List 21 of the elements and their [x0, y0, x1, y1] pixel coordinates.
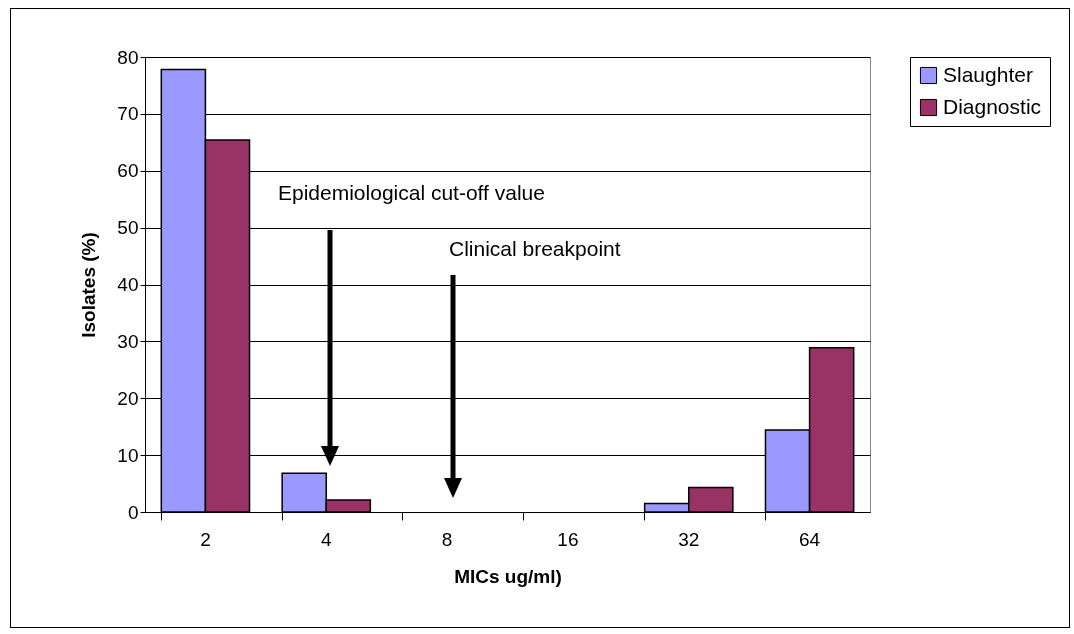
y-tick-label: 80	[117, 46, 139, 68]
x-tick-label: 16	[557, 528, 579, 550]
x-tick-label: 8	[441, 528, 453, 550]
x-tick-label: 4	[320, 528, 332, 550]
y-tick-label: 30	[117, 330, 139, 352]
legend-label: Diagnostic	[943, 94, 1042, 118]
y-axis-title: Isolates (%)	[78, 232, 100, 338]
y-tick-label: 60	[117, 160, 139, 182]
y-tick-label: 20	[117, 387, 139, 409]
annotation: Epidemiological cut-off value	[278, 181, 545, 204]
legend-label: Slaughter	[943, 62, 1033, 86]
x-tick-label: 2	[200, 528, 211, 550]
x-tick-label: 64	[799, 528, 821, 550]
x-axis-title: MICs ug/ml)	[454, 565, 562, 587]
y-tick-label: 50	[117, 217, 139, 239]
annotation: Clinical breakpoint	[449, 237, 621, 260]
x-tick-label: 32	[678, 528, 700, 550]
y-tick-label: 0	[127, 501, 139, 523]
y-tick-label: 70	[117, 103, 139, 125]
y-tick-label: 10	[117, 444, 139, 466]
y-tick-label: 40	[117, 274, 139, 295]
